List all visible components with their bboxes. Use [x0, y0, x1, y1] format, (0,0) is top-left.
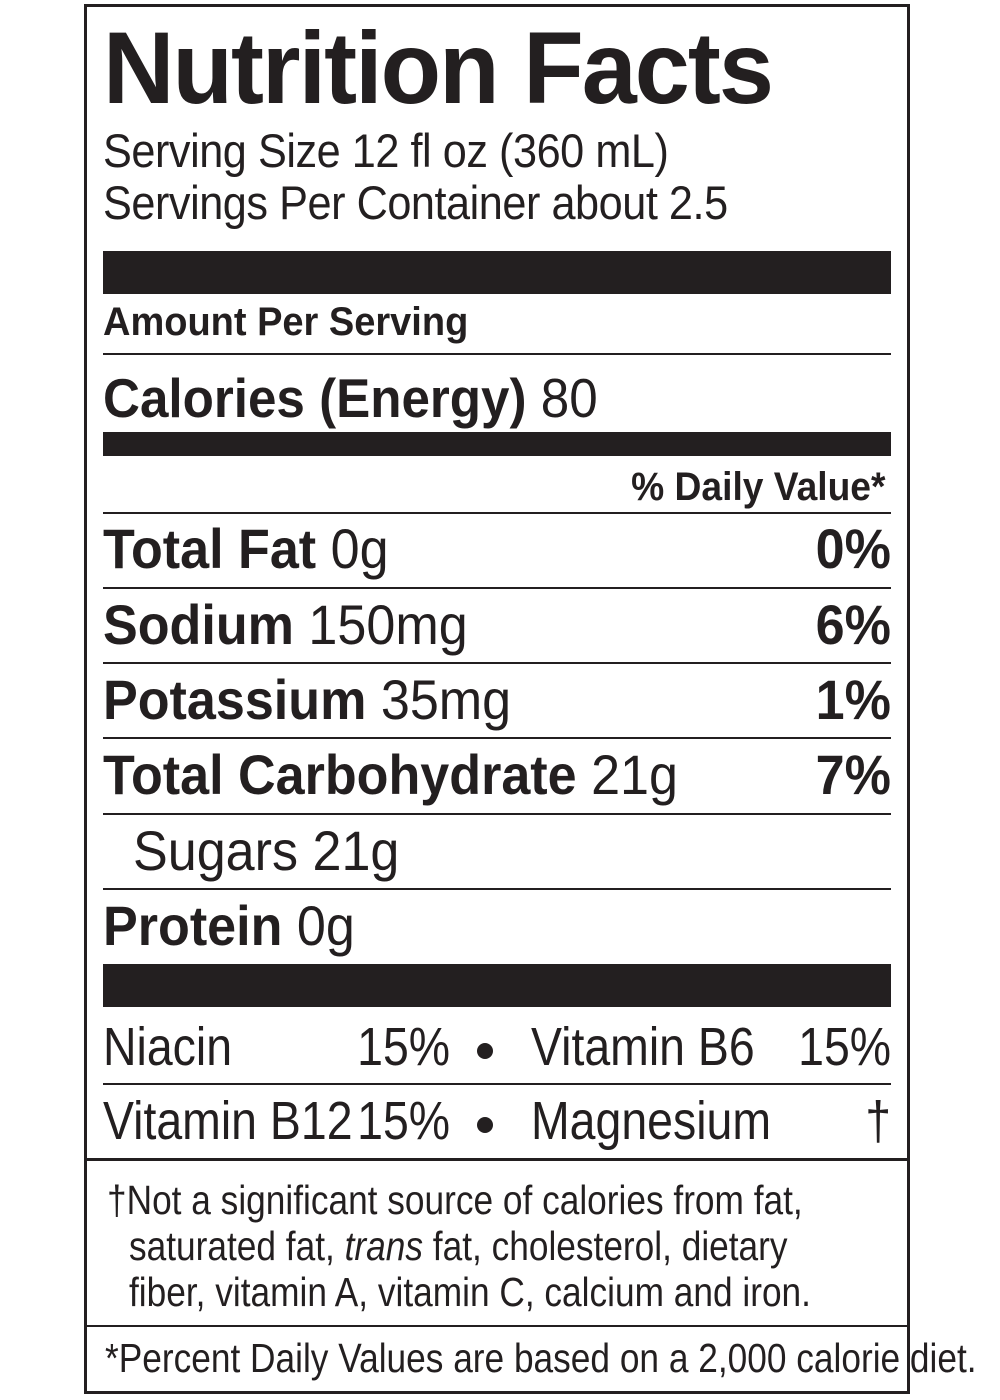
footnote-text: fat, cholesterol, dietary — [423, 1223, 788, 1269]
amount-per-serving: Amount Per Serving — [103, 300, 469, 344]
nutrient-amount: 0g — [330, 517, 389, 580]
serving-size: Serving Size 12 fl oz (360 mL) — [103, 124, 669, 177]
vitamin-dv-niacin: 15% — [357, 1017, 450, 1077]
nutrition-facts-panel: Nutrition Facts Serving Size 12 fl oz (3… — [84, 4, 977, 1394]
nutrient-amount: 35mg — [380, 668, 512, 731]
calories-label: Calories (Energy) — [103, 367, 527, 429]
nutrient-dv: 7% — [815, 743, 891, 806]
footnote-daily-values: *Percent Daily Values are based on a 2,0… — [105, 1335, 977, 1381]
medium-divider — [103, 432, 891, 456]
nutrient-name: Sodium — [103, 593, 294, 656]
nutrient-name: Sugars — [133, 819, 299, 882]
footnote-line-1: †Not a significant source of calories fr… — [107, 1177, 803, 1223]
nutrient-row-protein: Protein 0g — [103, 894, 891, 958]
rule — [103, 587, 891, 589]
footnote-line-3: fiber, vitamin A, vitamin C, calcium and… — [129, 1269, 811, 1315]
calories-row: Calories (Energy) 80 — [103, 367, 598, 429]
thick-divider-vitamins — [103, 964, 891, 1007]
nutrient-row-sodium: Sodium 150mg 6% — [103, 593, 891, 657]
bullet-separator — [477, 1043, 493, 1059]
rule — [103, 1083, 891, 1085]
footnote-line-2: saturated fat, trans fat, cholesterol, d… — [129, 1225, 788, 1267]
nutrient-row-total-fat: Total Fat 0g 0% — [103, 517, 891, 581]
nutrient-amount: 150mg — [308, 593, 468, 656]
nutrient-name: Potassium — [103, 668, 367, 731]
rule — [103, 353, 891, 355]
nutrient-name: Total Fat — [103, 517, 317, 580]
vitamin-name-b12: Vitamin B12 — [103, 1091, 353, 1151]
nutrient-name: Total Carbohydrate — [103, 743, 577, 806]
nutrient-row-potassium: Potassium 35mg 1% — [103, 668, 891, 732]
rule — [103, 662, 891, 664]
footnote-divider — [87, 1158, 907, 1161]
nutrient-row-sugars: Sugars 21g — [103, 819, 891, 883]
vitamin-name-b6: Vitamin B6 — [531, 1017, 755, 1077]
nutrient-amount: 21g — [312, 819, 400, 882]
vitamin-name-niacin: Niacin — [103, 1017, 233, 1077]
nutrient-dv: 6% — [815, 593, 891, 656]
vitamin-dv-b6: 15% — [798, 1017, 891, 1077]
vitamin-dv-b12: 15% — [357, 1091, 450, 1151]
rule — [103, 512, 891, 514]
footnote-italic-trans: trans — [344, 1223, 424, 1269]
nutrient-row-total-carbohydrate: Total Carbohydrate 21g 7% — [103, 743, 891, 807]
nutrient-amount: 0g — [296, 894, 355, 957]
servings-per-container: Servings Per Container about 2.5 — [103, 176, 728, 229]
vitamin-name-magnesium: Magnesium — [531, 1091, 772, 1151]
nutrient-dv: 0% — [815, 517, 891, 580]
label-title: Nutrition Facts — [103, 11, 774, 125]
nutrient-dv: 1% — [815, 668, 891, 731]
footnote-divider-2 — [87, 1325, 907, 1327]
rule — [103, 737, 891, 739]
footnote-text: saturated fat, — [129, 1223, 345, 1269]
bullet-separator — [477, 1117, 493, 1133]
nutrient-amount: 21g — [591, 743, 678, 806]
rule — [103, 813, 891, 815]
daily-value-header: % Daily Value* — [630, 465, 885, 509]
calories-value: 80 — [540, 367, 598, 429]
rule — [103, 888, 891, 890]
vitamin-dv-magnesium: † — [865, 1091, 891, 1151]
nutrient-name: Protein — [103, 894, 283, 957]
thick-divider-top — [103, 251, 891, 294]
